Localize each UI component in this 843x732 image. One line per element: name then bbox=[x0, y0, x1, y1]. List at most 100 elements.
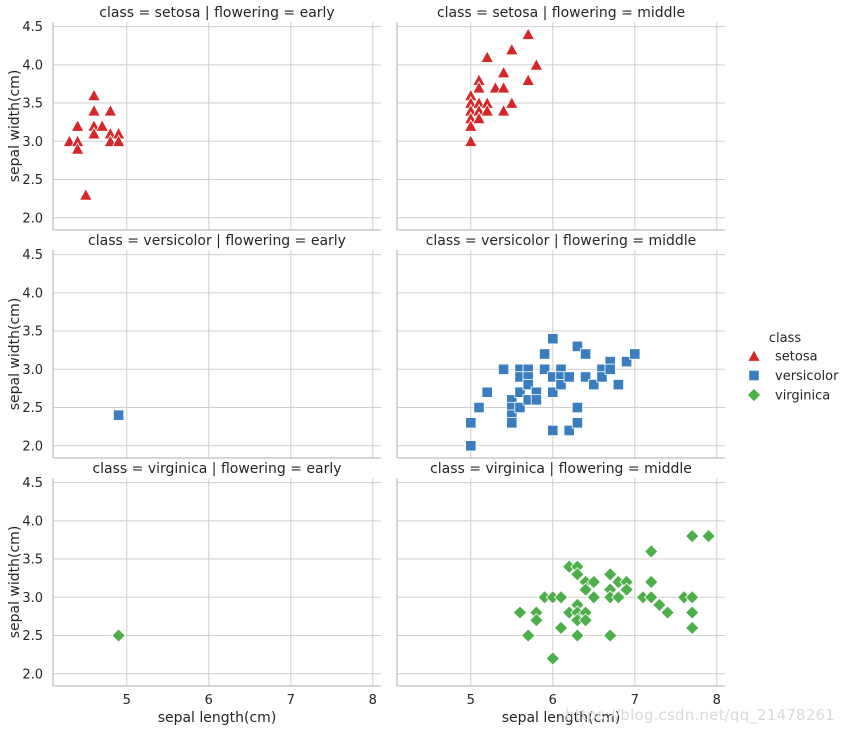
data-point bbox=[463, 118, 478, 132]
x-tick-label: 5 bbox=[123, 693, 131, 708]
facet-panel: class = versicolor | flowering = early 2.… bbox=[7, 233, 381, 459]
data-point bbox=[588, 378, 600, 391]
data-point bbox=[87, 88, 101, 102]
y-tick-label: 3.0 bbox=[22, 135, 43, 150]
data-point bbox=[496, 103, 511, 117]
data-point bbox=[619, 582, 634, 597]
data-point bbox=[570, 628, 585, 643]
data-point bbox=[504, 42, 519, 56]
legend: class setosa versicolor virginica bbox=[746, 331, 839, 404]
y-tick-label: 2.5 bbox=[22, 173, 43, 188]
data-point bbox=[465, 417, 477, 429]
data-point bbox=[529, 613, 544, 628]
x-axis-label: sepal length(cm) bbox=[158, 710, 277, 726]
data-point bbox=[521, 73, 536, 86]
facet-panel: class = versicolor | flowering = middle bbox=[396, 233, 725, 459]
data-point bbox=[547, 424, 559, 437]
x-tick-label: 5 bbox=[467, 693, 475, 708]
facet-panel: class = virginica | flowering = early 2.0… bbox=[7, 461, 381, 726]
data-point bbox=[571, 340, 584, 352]
y-tick-label: 2.0 bbox=[22, 211, 43, 226]
legend-label: versicolor bbox=[775, 369, 839, 384]
data-point bbox=[571, 401, 584, 414]
data-point bbox=[522, 378, 534, 391]
data-point bbox=[504, 96, 519, 109]
data-point bbox=[463, 134, 478, 147]
data-point bbox=[480, 103, 495, 117]
data-point bbox=[512, 605, 528, 620]
data-point bbox=[685, 605, 700, 620]
data-point bbox=[596, 371, 608, 383]
data-point bbox=[547, 386, 559, 398]
y-tick-label: 4.5 bbox=[22, 476, 43, 491]
y-tick-label: 4.5 bbox=[22, 248, 43, 263]
legend-title: class bbox=[769, 331, 801, 346]
panel-title: class = versicolor | flowering = early bbox=[88, 233, 346, 249]
data-point bbox=[103, 103, 118, 117]
facet-panel: class = setosa | flowering = middle bbox=[396, 5, 725, 231]
data-point bbox=[604, 363, 616, 375]
data-point bbox=[555, 378, 567, 391]
data-point bbox=[472, 111, 486, 125]
y-tick-label: 3.0 bbox=[22, 363, 43, 378]
data-point bbox=[685, 590, 700, 605]
data-point bbox=[612, 378, 625, 391]
data-point bbox=[547, 333, 559, 345]
x-tick-label: 6 bbox=[205, 693, 213, 708]
data-point bbox=[539, 363, 551, 375]
x-axis-label: sepal length(cm) bbox=[502, 710, 621, 726]
data-point bbox=[514, 401, 526, 414]
x-tick-label: 7 bbox=[631, 693, 639, 708]
data-point bbox=[111, 628, 126, 643]
data-point bbox=[496, 65, 511, 79]
data-point bbox=[95, 118, 110, 132]
y-tick-label: 2.5 bbox=[22, 401, 43, 416]
data-point bbox=[578, 582, 593, 597]
data-point bbox=[514, 386, 526, 398]
legend-label: virginica bbox=[775, 389, 830, 404]
data-point bbox=[529, 57, 544, 71]
panel-title: class = virginica | flowering = middle bbox=[430, 461, 692, 477]
y-tick-label: 3.5 bbox=[22, 553, 43, 568]
data-point bbox=[87, 103, 101, 117]
legend-marker bbox=[746, 387, 762, 403]
y-tick-label: 3.5 bbox=[22, 325, 43, 340]
data-point bbox=[521, 27, 536, 40]
x-tick-label: 6 bbox=[549, 693, 557, 708]
watermark-text: https://blog.csdn.net/qq_21478261 bbox=[565, 706, 835, 724]
data-point bbox=[570, 567, 585, 582]
panel-title: class = setosa | flowering = middle bbox=[437, 5, 685, 21]
y-tick-label: 4.0 bbox=[22, 514, 43, 529]
data-point bbox=[701, 528, 716, 544]
x-tick-label: 7 bbox=[287, 693, 295, 708]
data-point bbox=[497, 363, 510, 375]
data-point bbox=[571, 417, 584, 429]
data-point bbox=[629, 348, 641, 360]
facet-panel: class = setosa | flowering = early 2.0 2.5… bbox=[7, 5, 381, 231]
data-point bbox=[580, 371, 592, 383]
data-point bbox=[473, 401, 485, 414]
y-tick-label: 4.0 bbox=[22, 286, 43, 301]
data-point bbox=[603, 628, 618, 643]
data-point bbox=[660, 605, 675, 620]
y-tick-label: 2.0 bbox=[22, 439, 43, 454]
data-point bbox=[496, 80, 511, 94]
data-point bbox=[603, 567, 618, 582]
legend-marker bbox=[747, 348, 761, 362]
data-point bbox=[530, 394, 543, 406]
data-point bbox=[472, 80, 486, 94]
data-point bbox=[78, 187, 93, 201]
y-axis-label: sepal width(cm) bbox=[7, 298, 23, 411]
data-point bbox=[539, 348, 551, 360]
data-point bbox=[685, 528, 700, 544]
y-tick-label: 2.5 bbox=[22, 629, 43, 644]
y-tick-label: 4.5 bbox=[22, 20, 43, 35]
x-tick-label: 8 bbox=[713, 693, 721, 708]
data-point bbox=[644, 544, 659, 559]
data-point bbox=[465, 440, 477, 452]
y-axis-label: sepal width(cm) bbox=[7, 70, 23, 183]
data-point bbox=[480, 50, 495, 63]
data-point bbox=[521, 628, 536, 643]
y-tick-label: 4.0 bbox=[22, 58, 43, 73]
